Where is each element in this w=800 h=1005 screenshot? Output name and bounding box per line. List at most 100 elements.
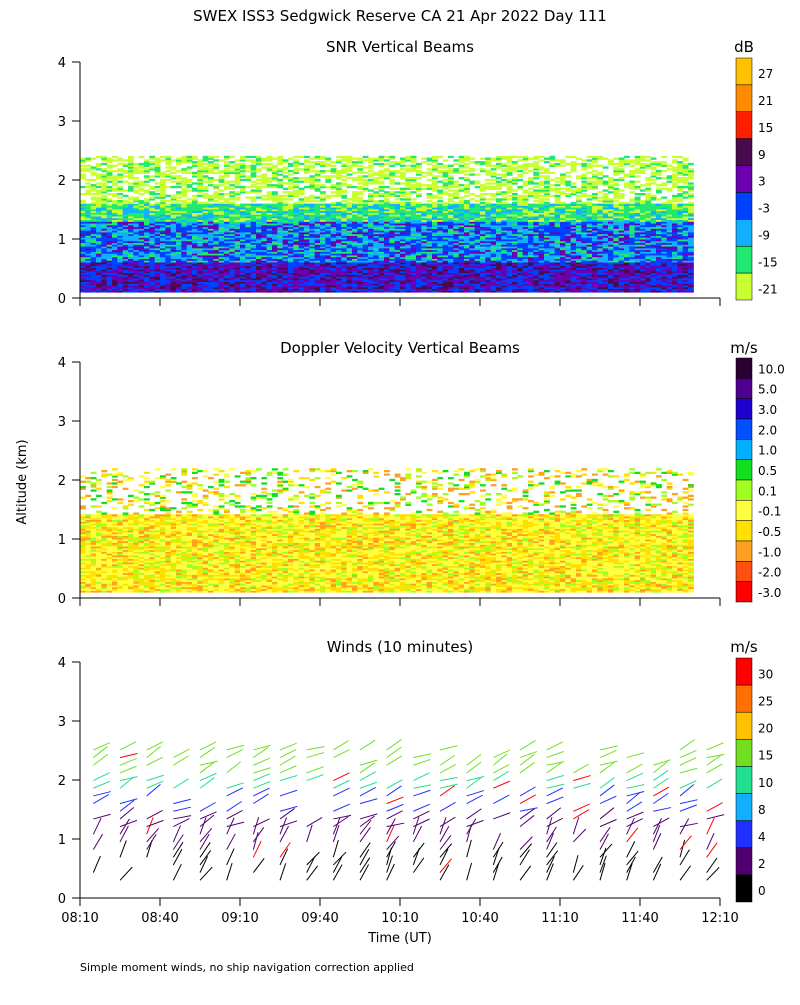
heatmap-cell [186, 215, 193, 219]
heatmap-cell [357, 286, 364, 290]
heatmap-cell [229, 201, 236, 205]
heatmap-cell [266, 169, 273, 173]
heatmap-cell [170, 175, 177, 178]
heatmap-cell [362, 272, 369, 275]
heatmap-cell [202, 219, 209, 222]
heatmap-cell [421, 171, 428, 175]
heatmap-cell [256, 265, 262, 268]
heatmap-cell [389, 182, 396, 185]
heatmap-cell [309, 286, 316, 290]
heatmap-cell [389, 277, 396, 281]
heatmap-cell [256, 162, 262, 166]
heatmap-cell [165, 267, 172, 270]
heatmap-cell [245, 240, 252, 244]
heatmap-cell [112, 201, 118, 205]
heatmap-cell [160, 191, 166, 194]
heatmap-cell [101, 187, 108, 190]
heatmap-cell [304, 281, 310, 284]
heatmap-cell [160, 285, 166, 288]
heatmap-cell [309, 223, 316, 226]
heatmap-cell [277, 180, 284, 183]
heatmap-cell [208, 217, 214, 221]
heatmap-cell [181, 157, 188, 160]
heatmap-cell [448, 175, 454, 178]
heatmap-cell [154, 201, 161, 205]
heatmap-cell [90, 240, 97, 244]
heatmap-cell [208, 240, 214, 244]
heatmap-cell [293, 285, 300, 288]
heatmap-cell [277, 194, 284, 198]
heatmap-cell [330, 246, 337, 249]
heatmap-cell [293, 180, 300, 183]
heatmap-cell [85, 254, 92, 258]
heatmap-cell [112, 224, 118, 228]
heatmap-cell [154, 161, 161, 164]
heatmap-cell [426, 262, 433, 265]
heatmap-cell [202, 258, 209, 261]
heatmap-cell [298, 256, 305, 259]
heatmap-cell [128, 290, 134, 293]
heatmap-cell [389, 249, 396, 252]
heatmap-cell [234, 276, 241, 279]
heatmap-cell [208, 233, 214, 236]
heatmap-cell [304, 180, 310, 183]
heatmap-cell [192, 274, 198, 277]
heatmap-cell [122, 247, 129, 251]
heatmap-cell [272, 262, 278, 265]
heatmap-cell [149, 217, 156, 221]
heatmap-cell [410, 180, 417, 183]
heatmap-cell [346, 217, 353, 221]
heatmap-cell [186, 265, 193, 268]
heatmap-cell [192, 226, 198, 229]
heatmap-cell [80, 247, 86, 251]
heatmap-cell [256, 185, 262, 189]
heatmap-cell [224, 157, 230, 160]
heatmap-cell [298, 230, 305, 233]
heatmap-cell [261, 272, 268, 275]
heatmap-cell [218, 283, 225, 286]
heatmap-cell [101, 288, 108, 291]
heatmap-cell [106, 224, 113, 228]
heatmap-cell [405, 247, 412, 251]
heatmap-cell [154, 256, 161, 259]
heatmap-cell [128, 242, 134, 245]
heatmap-cell [416, 223, 422, 226]
heatmap-cell [266, 192, 273, 196]
heatmap-cell [421, 247, 428, 251]
heatmap-cell [474, 161, 481, 164]
heatmap-cell [144, 230, 150, 233]
heatmap-cell [314, 270, 321, 274]
heatmap-cell [176, 196, 182, 199]
heatmap-cell [320, 279, 326, 282]
heatmap-cell [170, 277, 177, 281]
heatmap-cell [373, 214, 380, 217]
heatmap-cell [282, 221, 289, 224]
heatmap-cell [192, 200, 198, 203]
heatmap-cell [208, 260, 214, 263]
heatmap-cell [405, 281, 412, 284]
heatmap-cell [224, 201, 230, 205]
heatmap-cell [421, 283, 428, 286]
heatmap-cell [133, 169, 140, 173]
heatmap-cell [170, 212, 177, 215]
heatmap-cell [234, 215, 241, 219]
heatmap-cell [80, 203, 86, 206]
heatmap-cell [416, 217, 422, 221]
heatmap-cell [256, 246, 262, 249]
heatmap-cell [186, 288, 193, 291]
heatmap-cell [320, 228, 326, 231]
heatmap-cell [288, 272, 294, 275]
heatmap-cell [224, 233, 230, 236]
heatmap-cell [144, 214, 150, 217]
heatmap-cell [298, 235, 305, 238]
heatmap-cell [405, 283, 412, 286]
heatmap-cell [352, 258, 358, 261]
heatmap-cell [218, 224, 225, 228]
heatmap-cell [357, 169, 364, 173]
heatmap-cell [154, 253, 161, 256]
heatmap-cell [165, 244, 172, 247]
heatmap-cell [416, 231, 422, 235]
heatmap-cell [176, 230, 182, 233]
heatmap-cell [218, 235, 225, 238]
heatmap-cell [277, 290, 284, 293]
